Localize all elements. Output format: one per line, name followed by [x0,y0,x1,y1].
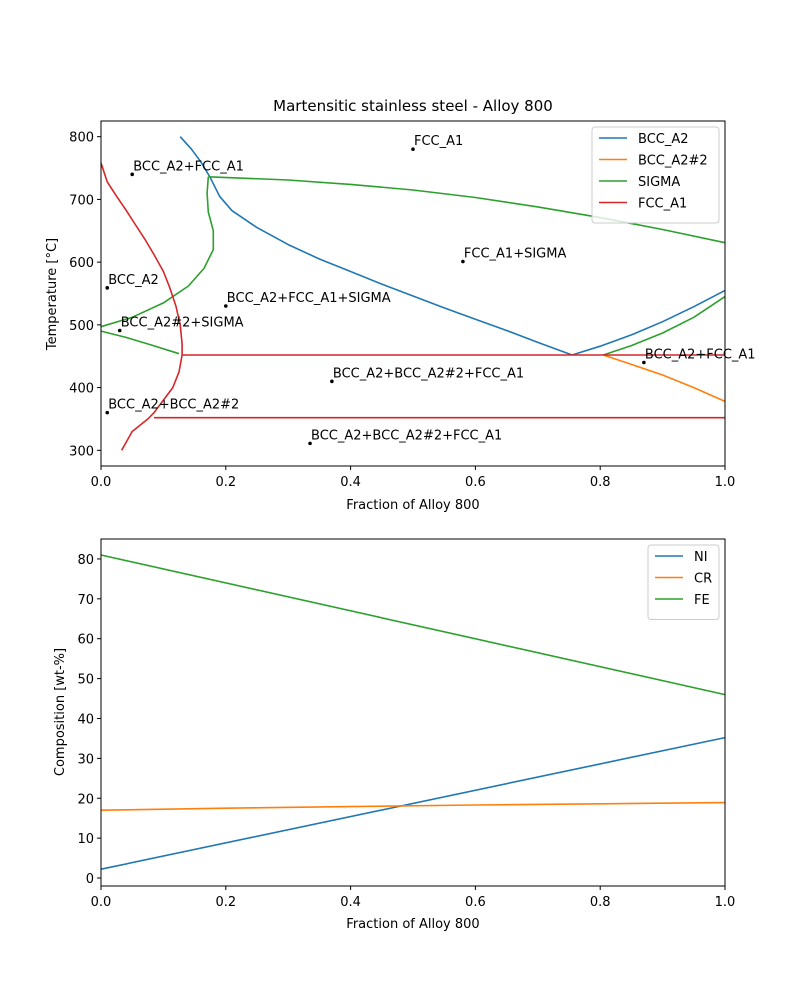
x-axis-label: Fraction of Alloy 800 [346,917,479,932]
legend: NI CR FE [647,544,720,620]
x-tick-label: 0.0 [91,475,112,490]
y-tick-label: 80 [77,553,94,568]
series-line-bcc-a2 [179,136,573,356]
phase-boundary-lines [100,136,726,451]
x-tick-label: 1.0 [715,895,736,910]
y-tick-label: 400 [69,382,94,397]
annotation-label: BCC_A2+FCC_A1 [645,348,756,363]
annotation-label: BCC_A2+BCC_A2#2+FCC_A1 [333,366,524,381]
annotation-point [411,147,415,152]
chart-title: Martensitic stainless steel - Alloy 800 [273,97,553,115]
annotation-point [642,360,646,365]
series-line-ni [100,736,726,870]
composition-lines [100,554,726,870]
annotation-label: BCC_A2+FCC_A1 [133,159,244,174]
legend-label: FCC_A1 [638,197,687,212]
y-tick-label: 50 [77,673,94,688]
x-tick-label: 0.8 [590,475,611,490]
y-axis-label: Composition [wt-%] [53,648,68,776]
legend-label: SIGMA [638,175,680,190]
y-tick-label: 10 [77,832,94,847]
phase-diagram-chart: Martensitic stainless steel - Alloy 800 … [45,97,756,513]
annotation-label: BCC_A2+BCC_A2#2 [108,398,239,413]
x-axis-label: Fraction of Alloy 800 [346,498,479,513]
legend: BCC_A2 BCC_A2#2 SIGMA FCC_A1 [591,126,720,224]
y-tick-label: 300 [69,444,94,459]
series-line-fcc-a1 [100,162,183,451]
annotation-point [330,379,334,384]
annotation-label: FCC_A1+SIGMA [464,247,567,262]
x-tick-label: 0.6 [465,895,486,910]
series-line-bcc-a2 [571,289,726,356]
legend-label: BCC_A2 [638,132,689,147]
annotation-point [105,410,110,415]
y-tick-label: 0 [86,872,94,887]
y-tick-label: 500 [69,319,94,334]
annotation-label: FCC_A1 [414,134,463,149]
annotation-point [461,259,465,264]
annotation-label: BCC_A2+FCC_A1+SIGMA [227,291,391,306]
legend-box [591,126,720,224]
y-tick-label: 40 [77,712,94,727]
annotation-point [130,172,134,177]
annotation-point [117,328,122,333]
legend-label: NI [694,550,708,565]
plot-frame [100,538,726,887]
y-tick-label: 60 [77,633,94,648]
axis-ticks: 0.0 0.2 0.4 0.6 0.8 1.0 0 10 20 30 40 50 60 70 80 [77,553,735,910]
annotation-label: BCC_A2#2+SIGMA [121,316,244,331]
y-tick-label: 70 [77,593,94,608]
x-tick-label: 0.4 [340,475,361,490]
series-line-sigma [100,176,215,328]
series-line-cr [100,801,726,811]
x-tick-label: 0.0 [91,895,112,910]
y-axis-label: Temperature [°C] [45,238,60,351]
series-line-bcc-a2-2 [603,354,726,403]
plot-frame [100,120,726,467]
annotation-point [224,304,228,308]
x-tick-label: 0.6 [465,475,486,490]
annotation-label: BCC_A2+BCC_A2#2+FCC_A1 [311,428,502,443]
y-tick-label: 600 [69,256,94,271]
series-line-fe [100,554,726,696]
legend-box [647,544,720,620]
x-tick-label: 0.8 [590,895,611,910]
series-line-sigma [100,330,180,355]
legend-label: FE [694,593,710,608]
axis-ticks: 0.0 0.2 0.4 0.6 0.8 1.0 300 400 500 600 700 800 [69,131,735,490]
annotation-point [308,441,312,446]
y-tick-label: 20 [77,792,94,807]
annotation-label: BCC_A2 [108,273,159,288]
y-tick-label: 30 [77,752,94,767]
phase-region-annotations: FCC_A1 BCC_A2+FCC_A1 FCC_A1+SIGMA BCC_A2 BCC… [105,134,756,446]
composition-chart: 0.0 0.2 0.4 0.6 0.8 1.0 0 10 20 30 40 50 60 70 80 NI CR… [53,538,735,932]
series-line-sigma [603,295,726,356]
x-tick-label: 0.4 [340,895,361,910]
series-line-sigma [208,176,726,244]
annotation-point [105,286,110,290]
x-tick-label: 0.2 [215,475,236,490]
legend-label: CR [694,572,712,587]
x-tick-label: 0.2 [215,895,236,910]
x-tick-label: 1.0 [715,475,736,490]
y-tick-label: 800 [69,131,94,146]
legend-label: BCC_A2#2 [638,154,708,169]
y-tick-label: 700 [69,193,94,208]
